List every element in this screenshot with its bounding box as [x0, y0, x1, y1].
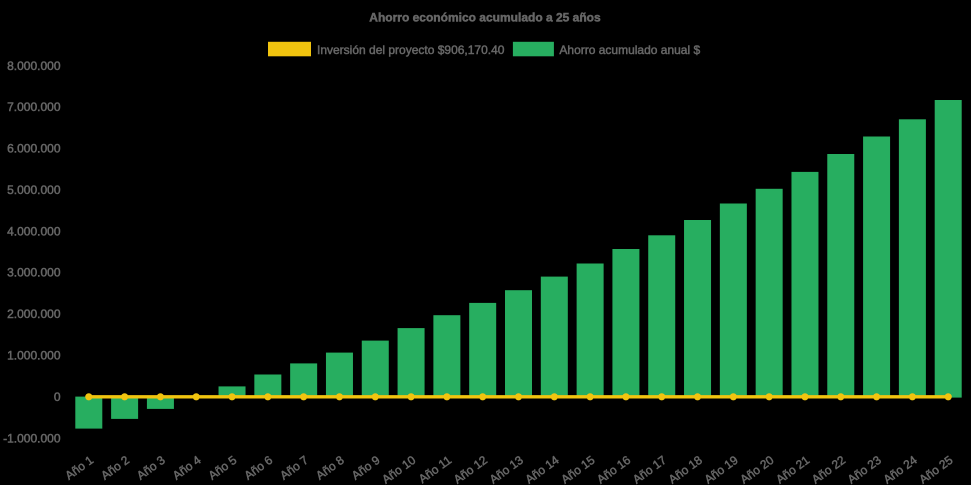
svg-text:Ahorro acumulado anual $: Ahorro acumulado anual $ [559, 43, 700, 57]
svg-text:0: 0 [54, 390, 61, 404]
svg-text:7.000.000: 7.000.000 [7, 100, 61, 114]
svg-text:Inversión del proyecto $906,17: Inversión del proyecto $906,170.40 [317, 43, 505, 57]
svg-text:-1.000.000: -1.000.000 [3, 431, 61, 445]
svg-text:Ahorro económico acumulado a 2: Ahorro económico acumulado a 25 años [369, 10, 601, 24]
svg-text:1.000.000: 1.000.000 [7, 349, 61, 363]
svg-text:6.000.000: 6.000.000 [7, 142, 61, 156]
svg-text:5.000.000: 5.000.000 [7, 183, 61, 197]
svg-text:4.000.000: 4.000.000 [7, 224, 61, 238]
svg-text:2.000.000: 2.000.000 [7, 307, 61, 321]
svg-text:8.000.000: 8.000.000 [7, 59, 61, 73]
svg-text:3.000.000: 3.000.000 [7, 266, 61, 280]
